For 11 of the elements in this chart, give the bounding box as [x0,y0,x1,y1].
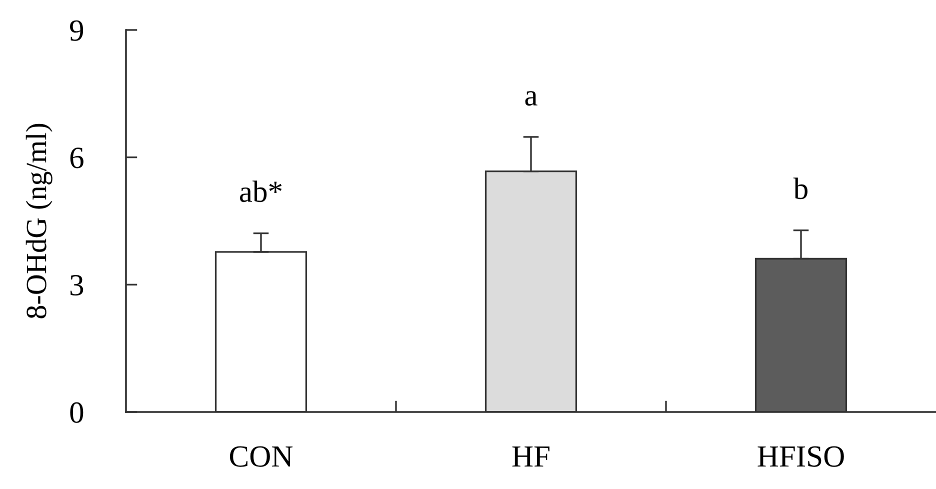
annotation: ab* [240,180,282,202]
y-tick-label: 6 [70,148,84,168]
x-tick-label: CON [230,446,293,467]
x-tick-label: HFISO [758,446,844,467]
y-tick-label: 3 [70,275,84,296]
y-axis-title: 8-OHdG (ng/ml) [26,124,52,318]
annotation: b [793,178,808,200]
y-tick-label: 9 [70,20,84,41]
x-tick-label: HF [512,446,550,467]
annotation: a [525,91,538,106]
y-tick-label: 0 [70,402,84,423]
